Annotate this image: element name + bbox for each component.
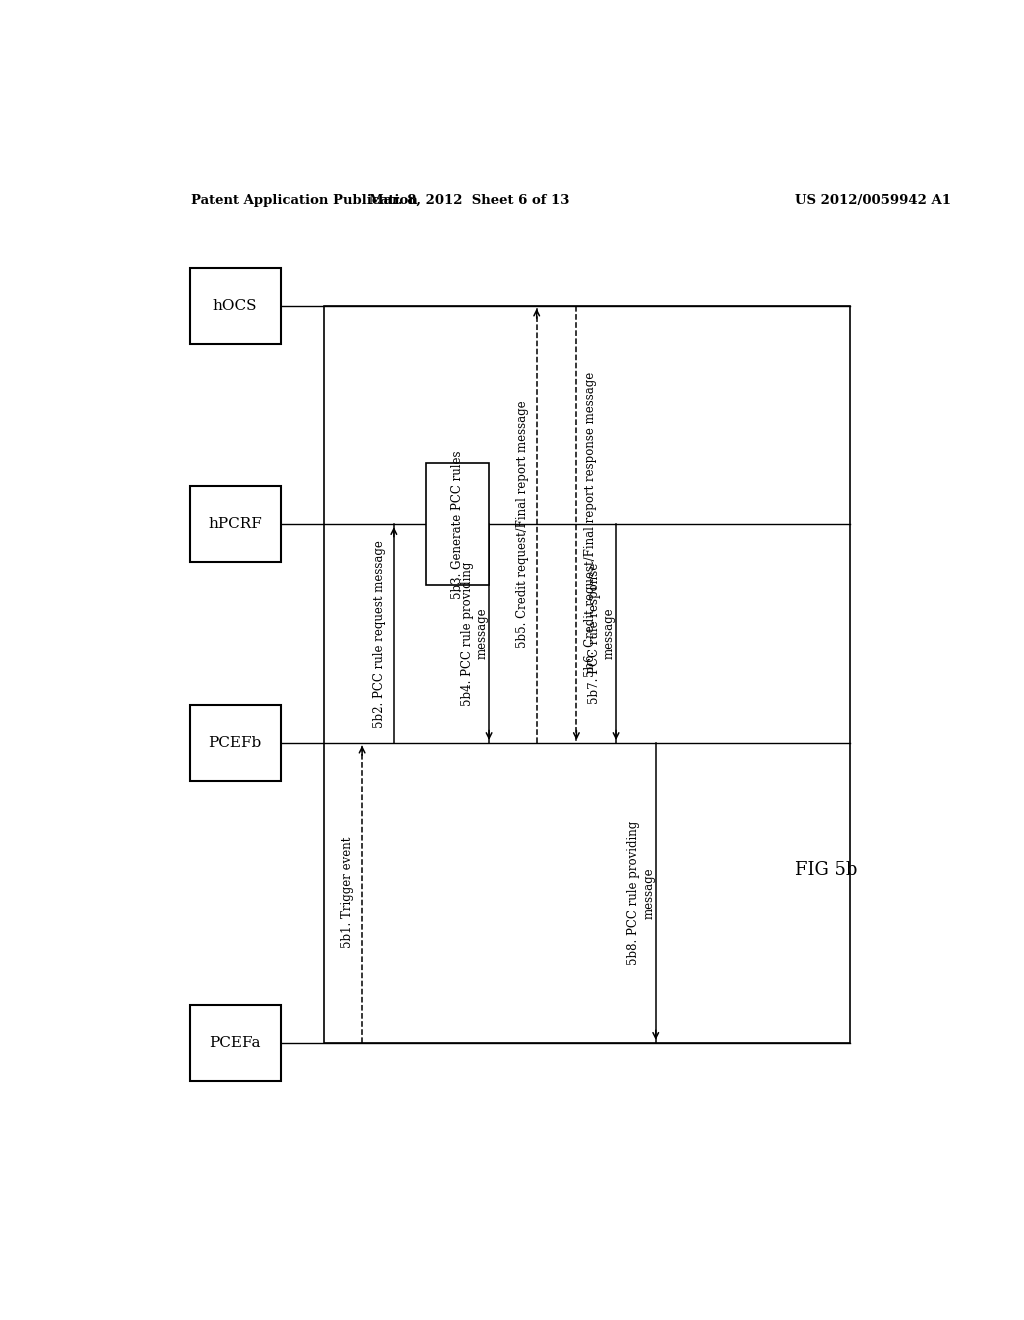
FancyBboxPatch shape [189, 268, 281, 345]
Text: PCEFb: PCEFb [209, 735, 262, 750]
Text: Mar. 8, 2012  Sheet 6 of 13: Mar. 8, 2012 Sheet 6 of 13 [369, 194, 569, 207]
Text: 5b5. Credit request/Final report message: 5b5. Credit request/Final report message [516, 400, 529, 648]
Text: 5b4. PCC rule providing
message: 5b4. PCC rule providing message [461, 561, 488, 706]
Text: hPCRF: hPCRF [208, 517, 262, 532]
Text: 5b6. Credit request/Final report response message: 5b6. Credit request/Final report respons… [584, 372, 597, 677]
FancyBboxPatch shape [189, 486, 281, 562]
Text: FIG 5b: FIG 5b [795, 861, 857, 879]
Text: 5b2. PCC rule request message: 5b2. PCC rule request message [373, 540, 386, 727]
Text: US 2012/0059942 A1: US 2012/0059942 A1 [795, 194, 950, 207]
FancyBboxPatch shape [189, 1005, 281, 1081]
Text: 5b1. Trigger event: 5b1. Trigger event [341, 837, 354, 949]
Text: 5b3. Generate PCC rules: 5b3. Generate PCC rules [451, 450, 464, 598]
Text: 5b8. PCC rule providing
message: 5b8. PCC rule providing message [628, 821, 655, 965]
Text: Patent Application Publication: Patent Application Publication [191, 194, 418, 207]
FancyBboxPatch shape [189, 705, 281, 781]
Text: PCEFa: PCEFa [209, 1036, 261, 1049]
Text: 5b7. PCC rule response
message: 5b7. PCC rule response message [588, 562, 615, 704]
FancyBboxPatch shape [426, 463, 489, 585]
Text: hOCS: hOCS [213, 298, 257, 313]
